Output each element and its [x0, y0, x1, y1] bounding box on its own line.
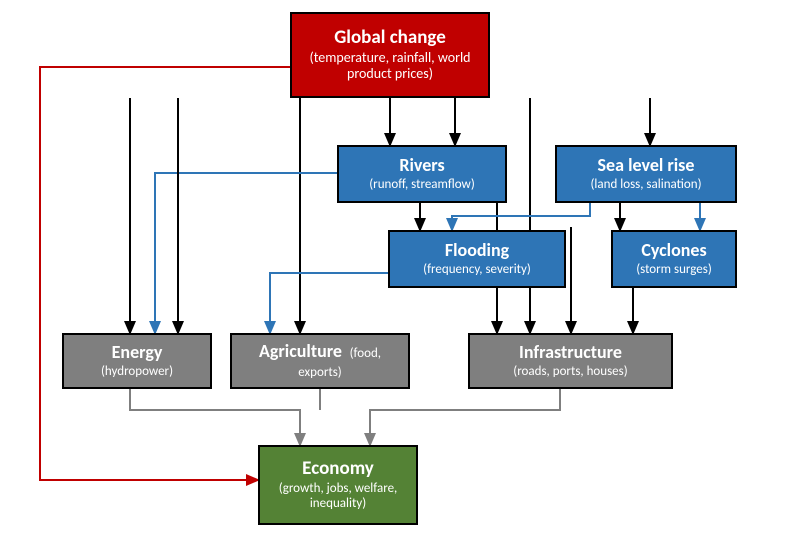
node-energy: Energy(hydropower): [62, 333, 212, 389]
node-sealevel: Sea level rise(land loss, salination): [555, 145, 737, 203]
node-economy-title: Economy: [302, 458, 374, 481]
node-sealevel-sub: (land loss, salination): [590, 177, 701, 193]
node-global: Global change(temperature, rainfall, wor…: [290, 12, 490, 98]
node-flooding-title: Flooding: [445, 240, 509, 262]
node-flooding: Flooding(frequency, severity): [388, 230, 566, 288]
node-cyclones: Cyclones(storm surges): [611, 230, 737, 288]
node-agriculture-title: Agriculture: [259, 340, 342, 362]
edge-13: [270, 273, 403, 333]
node-economy: Economy(growth, jobs, welfare, inequalit…: [258, 445, 418, 525]
edge-19: [40, 67, 297, 480]
node-global-sub: (temperature, rainfall, world product pr…: [300, 50, 480, 84]
node-cyclones-sub: (storm surges): [636, 262, 712, 278]
node-infrastructure-title: Infrastructure: [519, 342, 622, 364]
edge-18: [370, 389, 560, 445]
node-infrastructure: Infrastructure(roads, ports, houses): [468, 333, 673, 389]
edge-9: [155, 173, 352, 333]
node-cyclones-title: Cyclones: [641, 240, 706, 262]
node-sealevel-title: Sea level rise: [598, 155, 695, 177]
node-agriculture: Agriculture (food, exports): [230, 333, 410, 389]
node-global-title: Global change: [334, 27, 446, 50]
node-energy-sub: (hydropower): [101, 364, 173, 380]
edge-16: [130, 389, 300, 445]
node-rivers: Rivers(runoff, streamflow): [337, 145, 507, 203]
node-rivers-title: Rivers: [399, 155, 444, 177]
node-rivers-sub: (runoff, streamflow): [369, 177, 475, 193]
node-economy-sub: (growth, jobs, welfare, inequality): [268, 481, 408, 512]
node-energy-title: Energy: [112, 342, 163, 364]
node-infrastructure-sub: (roads, ports, houses): [513, 364, 627, 380]
node-flooding-sub: (frequency, severity): [423, 262, 531, 278]
